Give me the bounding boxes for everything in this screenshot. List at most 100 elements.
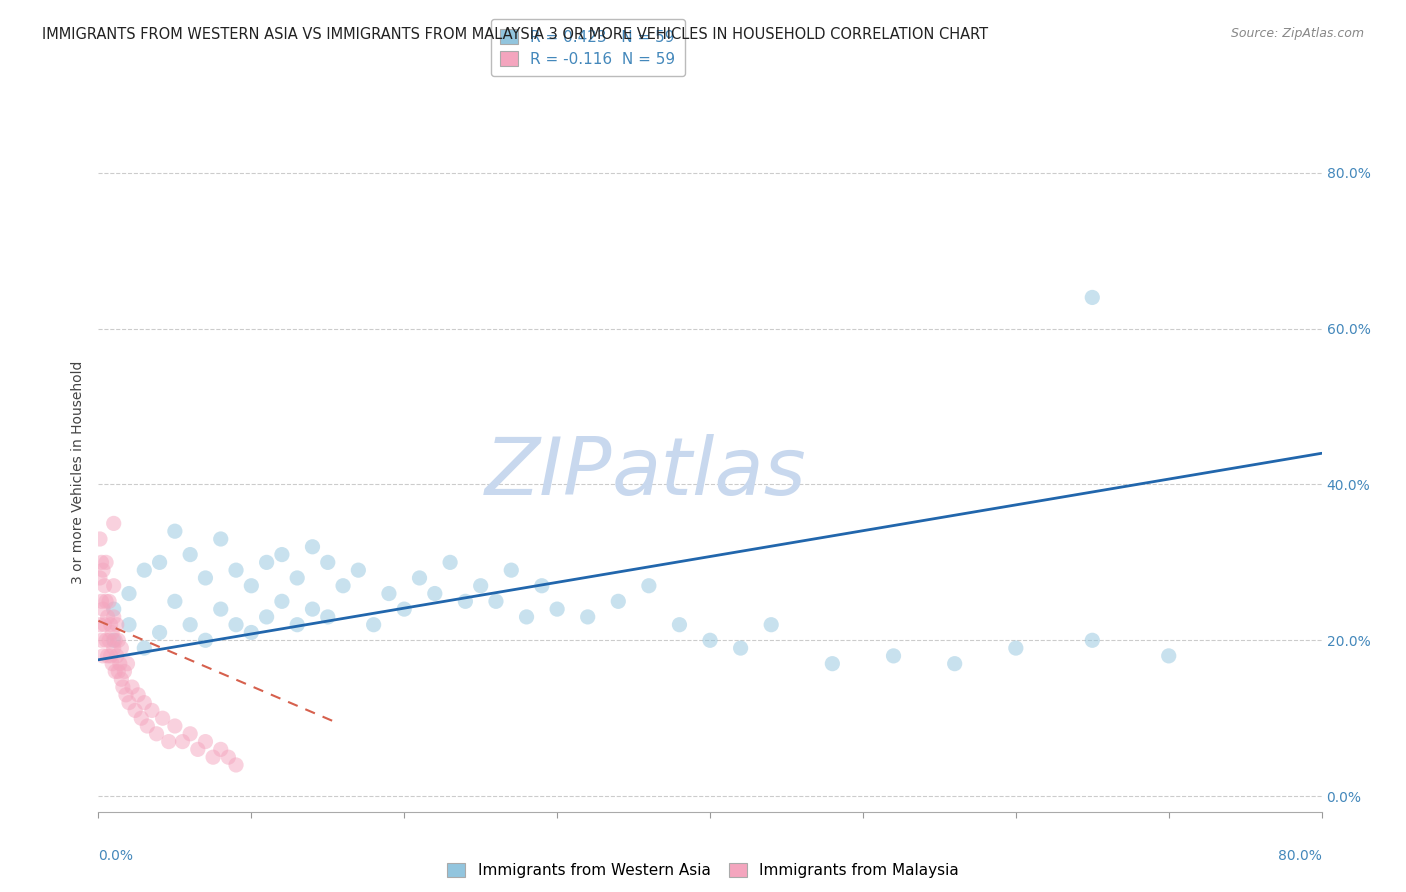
Point — [101, 657, 124, 671]
Point — [454, 594, 477, 608]
Point — [103, 516, 125, 531]
Point — [145, 727, 167, 741]
Point — [104, 665, 127, 679]
Point — [149, 625, 172, 640]
Point — [217, 750, 239, 764]
Text: 80.0%: 80.0% — [1278, 849, 1322, 863]
Point — [98, 633, 121, 648]
Point — [107, 633, 129, 648]
Point — [392, 602, 416, 616]
Point — [1157, 648, 1180, 663]
Point — [94, 633, 117, 648]
Point — [546, 602, 568, 616]
Point — [117, 657, 139, 671]
Point — [152, 711, 174, 725]
Point — [240, 579, 263, 593]
Point — [97, 610, 120, 624]
Point — [225, 758, 247, 772]
Text: 0.0%: 0.0% — [98, 849, 134, 863]
Point — [108, 657, 131, 671]
Point — [110, 672, 132, 686]
Point — [105, 648, 128, 663]
Point — [105, 617, 128, 632]
Point — [194, 633, 217, 648]
Point — [530, 579, 553, 593]
Point — [134, 641, 156, 656]
Point — [93, 617, 115, 632]
Point — [134, 696, 156, 710]
Point — [157, 734, 180, 748]
Point — [111, 680, 134, 694]
Legend: R = 0.423   N = 59, R = -0.116  N = 59: R = 0.423 N = 59, R = -0.116 N = 59 — [491, 20, 685, 76]
Point — [607, 594, 630, 608]
Point — [240, 625, 263, 640]
Point — [1081, 633, 1104, 648]
Point — [115, 688, 138, 702]
Point — [194, 734, 217, 748]
Point — [316, 555, 339, 569]
Point — [194, 571, 217, 585]
Point — [209, 742, 232, 756]
Point — [121, 680, 143, 694]
Point — [270, 548, 292, 562]
Point — [100, 648, 122, 663]
Text: Source: ZipAtlas.com: Source: ZipAtlas.com — [1230, 27, 1364, 40]
Point — [91, 602, 114, 616]
Point — [134, 563, 156, 577]
Point — [285, 617, 308, 632]
Point — [163, 524, 186, 539]
Point — [256, 555, 278, 569]
Point — [90, 594, 112, 608]
Point — [163, 594, 186, 608]
Point — [103, 610, 125, 624]
Point — [576, 610, 599, 624]
Point — [103, 633, 125, 648]
Point — [256, 610, 278, 624]
Point — [103, 641, 125, 656]
Point — [202, 750, 225, 764]
Point — [285, 571, 308, 585]
Point — [378, 586, 401, 600]
Point — [759, 617, 782, 632]
Point — [127, 688, 149, 702]
Point — [301, 602, 323, 616]
Point — [89, 571, 111, 585]
Point — [347, 563, 370, 577]
Point — [187, 742, 209, 756]
Point — [97, 648, 120, 663]
Point — [485, 594, 508, 608]
Point — [107, 665, 129, 679]
Point — [943, 657, 966, 671]
Point — [149, 555, 172, 569]
Point — [883, 648, 905, 663]
Point — [172, 734, 194, 748]
Point — [301, 540, 323, 554]
Point — [363, 617, 385, 632]
Point — [209, 532, 232, 546]
Point — [110, 641, 132, 656]
Point — [89, 617, 111, 632]
Point — [89, 532, 111, 546]
Point — [179, 617, 201, 632]
Point — [129, 711, 152, 725]
Point — [316, 610, 339, 624]
Legend: Immigrants from Western Asia, Immigrants from Malaysia: Immigrants from Western Asia, Immigrants… — [441, 857, 965, 884]
Point — [501, 563, 523, 577]
Point — [225, 617, 247, 632]
Point — [118, 617, 141, 632]
Point — [118, 586, 141, 600]
Point — [470, 579, 492, 593]
Point — [100, 617, 122, 632]
Point — [270, 594, 292, 608]
Point — [1004, 641, 1026, 656]
Point — [94, 555, 117, 569]
Point — [332, 579, 354, 593]
Text: IMMIGRANTS FROM WESTERN ASIA VS IMMIGRANTS FROM MALAYSIA 3 OR MORE VEHICLES IN H: IMMIGRANTS FROM WESTERN ASIA VS IMMIGRAN… — [42, 27, 988, 42]
Point — [104, 633, 127, 648]
Point — [103, 602, 125, 616]
Point — [179, 548, 201, 562]
Point — [163, 719, 186, 733]
Point — [90, 555, 112, 569]
Point — [516, 610, 538, 624]
Point — [1081, 290, 1104, 304]
